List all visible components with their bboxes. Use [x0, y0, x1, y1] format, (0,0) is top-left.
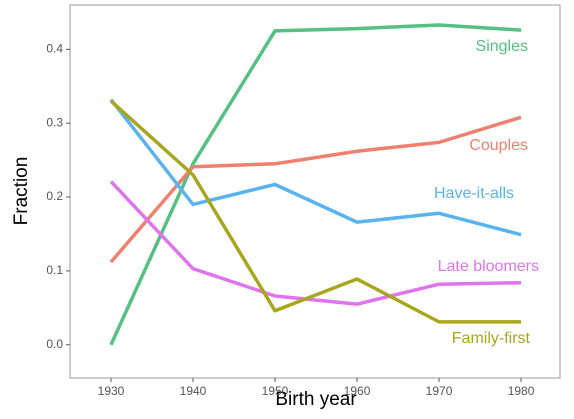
y-tick-label: 0.3 [46, 115, 63, 129]
series-label: Couples [469, 137, 528, 154]
x-tick-label: 1960 [344, 384, 371, 398]
y-tick-label: 0.4 [46, 41, 63, 55]
series-line [109, 180, 522, 306]
series-line [109, 23, 522, 346]
series-line [109, 98, 522, 237]
x-tick-label: 1980 [508, 384, 535, 398]
x-tick-label: 1940 [180, 384, 207, 398]
series-label: Have-it-alls [434, 185, 514, 202]
x-tick-label: 1950 [262, 384, 289, 398]
x-axis-label: Birth year [275, 389, 357, 410]
y-axis-label: Fraction [11, 157, 32, 226]
x-tick-label: 1970 [426, 384, 453, 398]
series-line [109, 99, 522, 324]
y-tick-label: 0.0 [46, 337, 63, 351]
y-tick-label: 0.1 [46, 263, 63, 277]
series-label: Family-first [452, 330, 531, 347]
x-tick-label: 1930 [98, 384, 125, 398]
series-label: Late bloomers [438, 258, 539, 275]
series-label: Singles [476, 38, 528, 55]
series-line [109, 115, 522, 264]
plot-frame [69, 4, 561, 379]
y-tick-label: 0.2 [46, 189, 63, 203]
